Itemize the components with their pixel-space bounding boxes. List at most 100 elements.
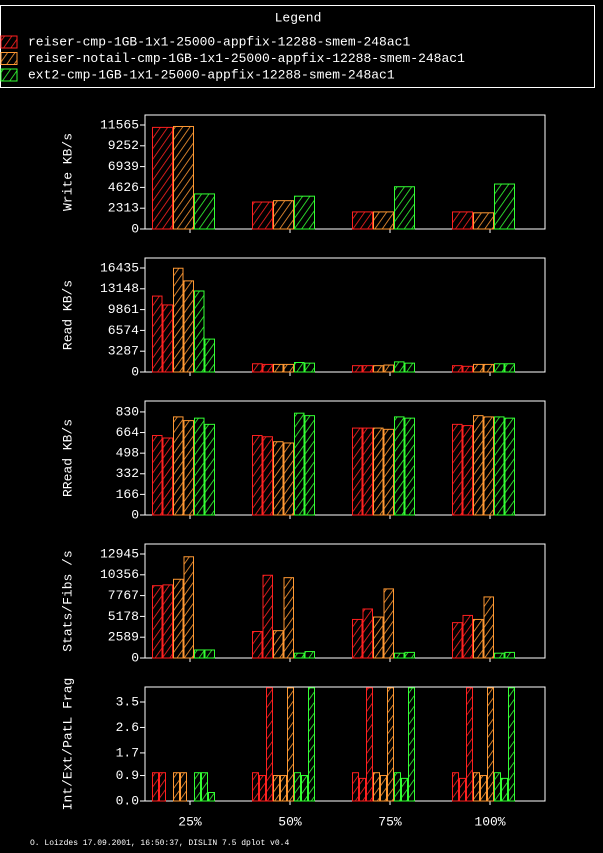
- bar: [480, 775, 487, 802]
- y-tick-label: 5178: [108, 609, 139, 624]
- bar: [252, 201, 273, 230]
- bar: [404, 362, 415, 373]
- y-tick-label: 332: [116, 466, 139, 481]
- bar: [352, 211, 373, 230]
- bar: [494, 652, 505, 659]
- y-axis-label: Write KB/s: [60, 133, 75, 211]
- bar: [194, 417, 205, 516]
- bar: [452, 423, 463, 516]
- bar: [508, 687, 515, 802]
- bar: [259, 775, 266, 802]
- bar: [204, 423, 215, 516]
- bar: [408, 687, 415, 802]
- bar: [473, 415, 484, 516]
- footer: O. Loizdes 17.09.2001, 16:50:37, DISLIN …: [30, 839, 289, 848]
- y-tick-label: 6574: [108, 323, 139, 338]
- bar: [352, 772, 359, 802]
- bar: [273, 441, 284, 516]
- bar: [387, 687, 394, 802]
- bar: [452, 365, 463, 373]
- bar: [362, 608, 373, 659]
- bar: [373, 365, 384, 373]
- y-tick-label: 2.6: [116, 720, 139, 735]
- bar: [394, 186, 415, 230]
- y-axis-label: Read KB/s: [60, 280, 75, 350]
- bar: [252, 630, 263, 659]
- bar: [162, 304, 173, 373]
- bar: [394, 652, 405, 659]
- bar: [459, 777, 466, 802]
- bar: [262, 574, 273, 659]
- bar: [308, 687, 315, 802]
- bar: [483, 363, 494, 373]
- bar: [173, 578, 184, 659]
- bar: [294, 412, 305, 516]
- bar: [394, 416, 405, 516]
- bar: [162, 437, 173, 516]
- bar: [183, 420, 194, 516]
- bar: [362, 427, 373, 516]
- x-tick-label: 25%: [178, 814, 202, 829]
- bar: [473, 212, 494, 230]
- y-tick-label: 0: [131, 364, 139, 379]
- bar: [283, 363, 294, 373]
- bar: [504, 417, 515, 516]
- y-tick-label: 664: [116, 425, 140, 440]
- legend-label: ext2-cmp-1GB-1x1-25000-appfix-12288-smem…: [28, 67, 395, 82]
- bar: [380, 775, 387, 802]
- bar: [173, 125, 194, 230]
- bar: [452, 622, 463, 659]
- y-tick-label: 6939: [108, 159, 139, 174]
- bar: [208, 792, 215, 802]
- bar: [452, 211, 473, 230]
- bar: [262, 363, 273, 373]
- y-axis-label: Stats/Fibs /s: [60, 550, 75, 651]
- y-tick-label: 9861: [108, 302, 139, 317]
- bar: [152, 295, 163, 373]
- bar: [483, 416, 494, 516]
- bar: [262, 436, 273, 516]
- y-tick-label: 10356: [100, 567, 139, 582]
- bar: [483, 596, 494, 659]
- bar: [152, 772, 159, 802]
- plot-frame: [144, 114, 546, 230]
- bar: [504, 363, 515, 373]
- bar: [280, 775, 287, 802]
- bar: [383, 364, 394, 373]
- bar: [504, 651, 515, 659]
- bar: [152, 126, 173, 230]
- legend-title: Legend: [275, 10, 322, 25]
- y-tick-label: 0: [131, 650, 139, 665]
- y-tick-label: 4626: [108, 180, 139, 195]
- y-tick-label: 166: [116, 487, 139, 502]
- bar: [294, 195, 315, 230]
- bar: [162, 584, 173, 659]
- legend-label: reiser-cmp-1GB-1x1-25000-appfix-12288-sm…: [28, 34, 410, 49]
- bar: [352, 618, 363, 659]
- y-tick-label: 0: [131, 221, 139, 236]
- bar: [252, 363, 263, 373]
- plot-frame: [144, 686, 546, 802]
- bar: [462, 614, 473, 659]
- bar: [183, 556, 194, 659]
- bar: [473, 363, 484, 373]
- bar: [466, 687, 473, 802]
- y-tick-label: 498: [116, 446, 139, 461]
- bar: [462, 425, 473, 516]
- y-axis-label: RRead KB/s: [60, 419, 75, 497]
- bar: [273, 775, 280, 802]
- bar: [494, 183, 515, 230]
- bar: [252, 772, 259, 802]
- bar: [494, 416, 505, 516]
- y-tick-label: 3.5: [116, 694, 139, 709]
- bar: [283, 442, 294, 516]
- y-tick-label: 16435: [100, 260, 139, 275]
- bar: [366, 687, 373, 802]
- bar: [473, 618, 484, 659]
- bar: [204, 338, 215, 373]
- bar: [404, 417, 415, 516]
- y-axis-label: Int/Ext/PatL Frag: [60, 678, 75, 811]
- bar: [359, 777, 366, 802]
- bar: [194, 649, 205, 659]
- y-tick-label: 2589: [108, 630, 139, 645]
